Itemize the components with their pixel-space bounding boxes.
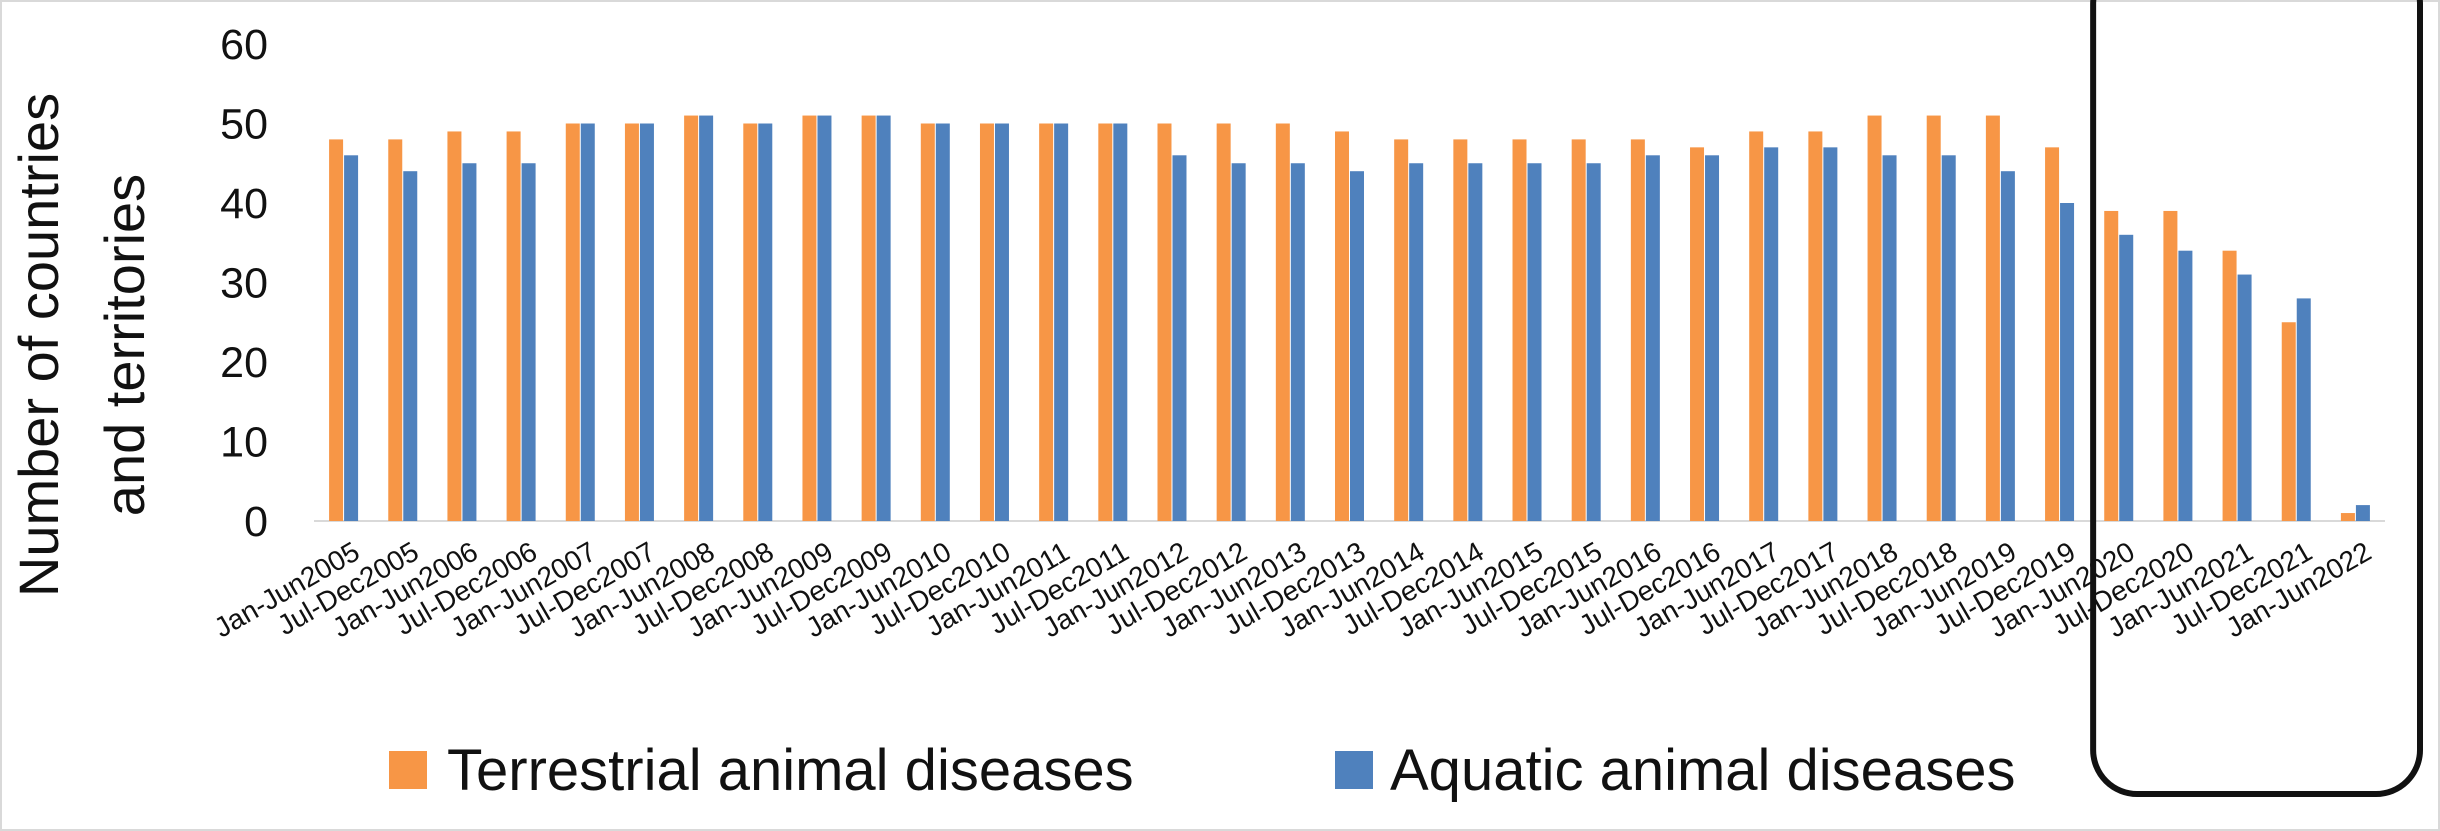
bar-aquatic bbox=[2178, 250, 2193, 521]
bar-terrestrial bbox=[565, 123, 580, 521]
bar-aquatic bbox=[1172, 155, 1187, 522]
bar-aquatic bbox=[994, 123, 1009, 521]
y-axis-title-line: and territories bbox=[93, 174, 156, 516]
bar-aquatic bbox=[1468, 163, 1483, 521]
y-tick-label: 10 bbox=[220, 419, 268, 467]
y-tick-label: 50 bbox=[220, 101, 268, 149]
bar-terrestrial bbox=[388, 139, 403, 521]
bar-terrestrial bbox=[1926, 115, 1941, 522]
y-tick-label: 40 bbox=[220, 180, 268, 228]
bar-aquatic bbox=[1586, 163, 1601, 521]
bar-aquatic bbox=[2119, 234, 2134, 522]
y-tick-label: 30 bbox=[220, 260, 268, 308]
bar-terrestrial bbox=[1512, 139, 1527, 521]
bar-aquatic bbox=[1645, 155, 1660, 522]
bar-terrestrial bbox=[920, 123, 935, 521]
bar-aquatic bbox=[344, 155, 359, 522]
bar-aquatic bbox=[2237, 274, 2252, 521]
bar-aquatic bbox=[1764, 147, 1779, 521]
highlight-box bbox=[2090, 0, 2423, 797]
bar-aquatic bbox=[639, 123, 654, 521]
bar-terrestrial bbox=[2104, 210, 2119, 521]
bar-aquatic bbox=[1882, 155, 1897, 522]
bar-aquatic bbox=[2060, 203, 2075, 521]
bar-aquatic bbox=[2000, 171, 2015, 521]
bar-terrestrial bbox=[1571, 139, 1586, 521]
bar-terrestrial bbox=[1394, 139, 1409, 521]
bar-aquatic bbox=[758, 123, 773, 521]
bar-aquatic bbox=[1231, 163, 1246, 521]
bar-aquatic bbox=[699, 115, 714, 522]
bar-aquatic bbox=[521, 163, 536, 521]
bar-terrestrial bbox=[2281, 322, 2296, 521]
bar-terrestrial bbox=[1275, 123, 1290, 521]
legend-label: Aquatic animal diseases bbox=[1390, 738, 2015, 803]
bar-aquatic bbox=[1941, 155, 1956, 522]
bar-terrestrial bbox=[624, 123, 639, 521]
bar-terrestrial bbox=[1098, 123, 1113, 521]
bar-terrestrial bbox=[979, 123, 994, 521]
bar-terrestrial bbox=[1335, 131, 1349, 521]
legend-swatch bbox=[1335, 751, 1373, 789]
bar-terrestrial bbox=[1867, 115, 1882, 522]
bar-aquatic bbox=[403, 171, 418, 521]
bar-terrestrial bbox=[1985, 115, 2000, 522]
bars bbox=[329, 115, 2370, 522]
bar-terrestrial bbox=[1749, 131, 1764, 521]
bar-terrestrial bbox=[2045, 147, 2060, 521]
bar-aquatic bbox=[817, 115, 832, 522]
bar-terrestrial bbox=[2222, 250, 2237, 521]
bar-aquatic bbox=[1054, 123, 1069, 521]
bar-aquatic bbox=[462, 163, 477, 521]
bar-terrestrial bbox=[1690, 147, 1705, 521]
bar-aquatic bbox=[1527, 163, 1542, 521]
bar-aquatic bbox=[580, 123, 595, 521]
bar-terrestrial bbox=[1808, 131, 1823, 521]
y-axis-title-line: Number of countries bbox=[7, 93, 70, 597]
bar-terrestrial bbox=[1157, 123, 1172, 521]
bar-aquatic bbox=[1290, 163, 1305, 521]
y-tick-label: 0 bbox=[244, 498, 268, 546]
bar-terrestrial bbox=[447, 131, 462, 521]
bar-aquatic bbox=[1705, 155, 1720, 522]
bar-terrestrial bbox=[1039, 123, 1054, 521]
bar-aquatic bbox=[876, 115, 891, 522]
bar-terrestrial bbox=[684, 115, 699, 522]
bar-terrestrial bbox=[506, 131, 521, 521]
bar-terrestrial bbox=[802, 115, 817, 522]
bar-terrestrial bbox=[1630, 139, 1645, 521]
bar-aquatic bbox=[1409, 163, 1424, 521]
bar-aquatic bbox=[1823, 147, 1838, 521]
bar-terrestrial bbox=[1216, 123, 1231, 521]
bar-terrestrial bbox=[1453, 139, 1468, 521]
bar-aquatic bbox=[935, 123, 950, 521]
bar-terrestrial bbox=[743, 123, 758, 521]
legend-label: Terrestrial animal diseases bbox=[447, 738, 1134, 803]
bar-aquatic bbox=[2296, 298, 2311, 521]
y-axis-ticks: 0 10 20 30 40 50 60 bbox=[220, 21, 268, 546]
bar-aquatic bbox=[2355, 505, 2370, 521]
bar-terrestrial bbox=[2163, 210, 2178, 521]
bar-aquatic bbox=[1113, 123, 1128, 521]
y-axis-title: Number of countries and territories bbox=[7, 93, 156, 597]
y-tick-label: 60 bbox=[220, 21, 268, 69]
bar-terrestrial bbox=[861, 115, 876, 522]
bar-aquatic bbox=[1350, 171, 1364, 521]
y-tick-label: 20 bbox=[220, 339, 268, 387]
legend: Terrestrial animal diseases Aquatic anima… bbox=[389, 738, 2015, 803]
legend-swatch bbox=[389, 751, 427, 789]
bar-terrestrial bbox=[2340, 513, 2355, 521]
bar-terrestrial bbox=[329, 139, 344, 521]
